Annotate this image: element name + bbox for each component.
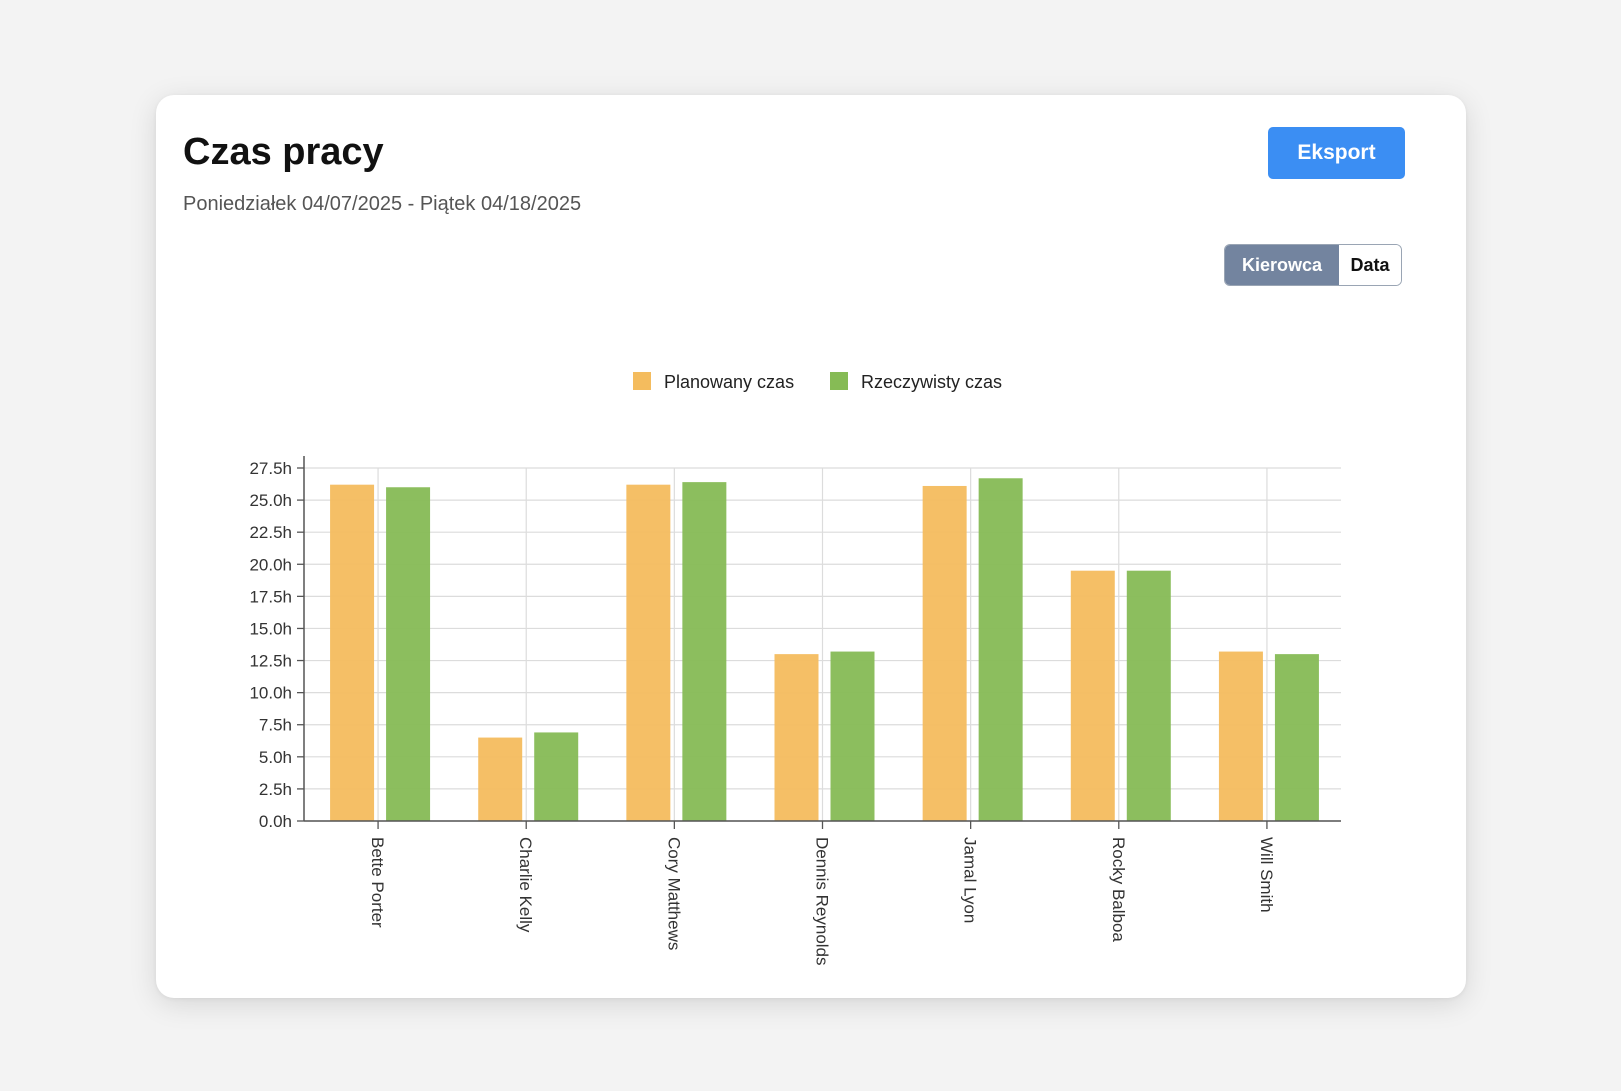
x-tick-label: Charlie Kelly <box>516 837 535 933</box>
bar-planned <box>626 484 671 821</box>
bar-planned <box>1070 570 1115 821</box>
x-tick-label: Cory Matthews <box>664 837 683 950</box>
bar-actual <box>1274 654 1319 821</box>
legend-swatch <box>633 372 651 390</box>
bar-planned <box>478 737 523 821</box>
work-time-chart: 0.0h 2.5h 5.0h 7.5h 10.0h 12.5h 15.0h 17.5h 20.0… <box>249 372 1341 966</box>
y-tick-label: 15.0h <box>249 619 292 638</box>
y-tick-label: 7.5h <box>259 716 292 735</box>
work-time-card: Czas pracy Poniedziałek 04/07/2025 - Pią… <box>156 95 1466 998</box>
x-tick-label: Will Smith <box>1257 837 1276 913</box>
legend-label: Planowany czas <box>664 372 794 392</box>
y-tick-label: 10.0h <box>249 684 292 703</box>
legend-label: Rzeczywisty czas <box>861 372 1002 392</box>
view-toggle: Kierowca Data <box>1224 244 1402 286</box>
bar-actual <box>534 732 579 821</box>
export-button[interactable]: Eksport <box>1268 127 1405 179</box>
date-range: Poniedziałek 04/07/2025 - Piątek 04/18/2… <box>183 193 582 215</box>
y-tick-label: 27.5h <box>249 459 292 478</box>
bar-actual <box>978 478 1023 821</box>
toggle-date[interactable]: Data <box>1339 245 1401 285</box>
x-tick-label: Rocky Balboa <box>1109 837 1128 942</box>
y-tick-label: 5.0h <box>259 748 292 767</box>
bar-actual <box>1126 570 1171 821</box>
bar-actual <box>830 651 875 821</box>
y-tick-label: 17.5h <box>249 587 292 606</box>
y-tick-label: 25.0h <box>249 491 292 510</box>
bar-planned <box>330 484 375 821</box>
y-tick-label: 22.5h <box>249 523 292 542</box>
y-tick-label: 12.5h <box>249 652 292 671</box>
bar-planned <box>922 485 967 821</box>
legend-swatch <box>830 372 848 390</box>
bar-planned <box>774 654 819 821</box>
y-tick-label: 2.5h <box>259 780 292 799</box>
toggle-driver[interactable]: Kierowca <box>1225 245 1339 285</box>
bar-actual <box>682 482 727 821</box>
page-title: Czas pracy <box>183 131 384 173</box>
x-tick-label: Bette Porter <box>368 837 387 928</box>
x-tick-label: Dennis Reynolds <box>813 837 832 966</box>
y-tick-label: 20.0h <box>249 555 292 574</box>
bar-actual <box>386 487 431 821</box>
y-tick-label: 0.0h <box>259 812 292 831</box>
bar-planned <box>1218 651 1263 821</box>
x-tick-label: Jamal Lyon <box>961 837 980 923</box>
